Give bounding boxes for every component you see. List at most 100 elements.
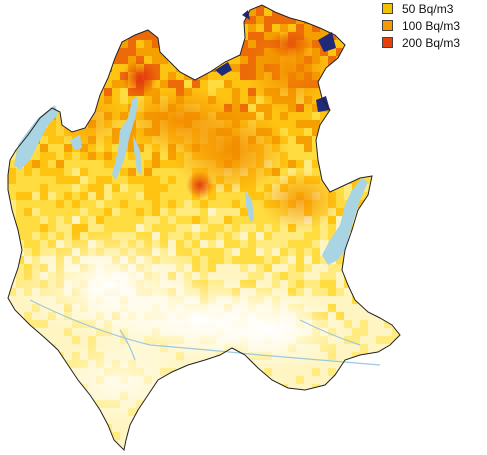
- radon-cell: [264, 16, 272, 24]
- radon-cell: [368, 16, 376, 24]
- radon-cell: [368, 248, 376, 256]
- radon-cell: [368, 72, 376, 80]
- radon-cell: [64, 208, 72, 216]
- radon-cell: [112, 224, 120, 232]
- radon-cell: [200, 80, 208, 88]
- radon-cell: [48, 424, 56, 432]
- radon-cell: [336, 440, 344, 448]
- radon-cell: [0, 392, 8, 400]
- radon-cell: [128, 208, 136, 216]
- radon-cell: [392, 56, 400, 64]
- radon-cell: [64, 40, 72, 48]
- radon-cell: [80, 5, 88, 8]
- radon-cell: [32, 168, 40, 176]
- radon-cell: [224, 272, 232, 280]
- radon-cell: [360, 88, 368, 96]
- radon-cell: [264, 400, 272, 408]
- radon-cell: [144, 5, 152, 8]
- radon-cell: [32, 8, 40, 16]
- radon-cell: [32, 384, 40, 392]
- radon-cell: [264, 368, 272, 376]
- radon-cell: [200, 440, 208, 448]
- radon-cell: [256, 208, 264, 216]
- radon-cell: [88, 24, 96, 32]
- radon-cell: [280, 448, 288, 450]
- radon-cell: [160, 80, 168, 88]
- radon-cell: [88, 408, 96, 416]
- radon-cell: [344, 64, 352, 72]
- radon-cell: [328, 48, 336, 56]
- radon-cell: [312, 408, 320, 416]
- radon-cell: [256, 376, 264, 384]
- radon-cell: [344, 360, 352, 368]
- radon-cell: [40, 8, 48, 16]
- radon-cell: [352, 24, 360, 32]
- radon-cell: [208, 448, 216, 450]
- radon-cell: [0, 440, 8, 448]
- radon-cell: [120, 192, 128, 200]
- radon-cell: [288, 240, 296, 248]
- radon-cell: [24, 432, 32, 440]
- radon-cell: [72, 440, 80, 448]
- radon-cell: [16, 320, 24, 328]
- radon-cell: [360, 24, 368, 32]
- radon-cell: [104, 192, 112, 200]
- radon-cell: [296, 256, 304, 264]
- radon-cell: [72, 400, 80, 408]
- radon-cell: [200, 32, 208, 40]
- radon-cell: [304, 8, 312, 16]
- radon-cell: [16, 336, 24, 344]
- radon-cell: [64, 184, 72, 192]
- radon-cell: [0, 96, 8, 104]
- radon-cell: [312, 112, 320, 120]
- radon-cell: [256, 240, 264, 248]
- radon-cell: [88, 32, 96, 40]
- radon-cell: [88, 104, 96, 112]
- radon-cell: [168, 400, 176, 408]
- radon-cell: [8, 192, 16, 200]
- radon-cell: [392, 136, 400, 144]
- radon-cell: [160, 392, 168, 400]
- radon-cell: [328, 112, 336, 120]
- radon-cell: [384, 296, 392, 304]
- radon-cell: [384, 136, 392, 144]
- radon-cell: [240, 192, 248, 200]
- radon-cell: [376, 432, 384, 440]
- radon-cell: [0, 376, 8, 384]
- radon-cell: [48, 48, 56, 56]
- radon-cell: [120, 176, 128, 184]
- radon-cell: [40, 64, 48, 72]
- radon-cell: [352, 360, 360, 368]
- radon-cell: [280, 5, 288, 8]
- radon-cell: [280, 168, 288, 176]
- radon-cell: [384, 120, 392, 128]
- radon-cell: [288, 424, 296, 432]
- radon-cell: [360, 336, 368, 344]
- radon-cell: [200, 8, 208, 16]
- radon-cell: [32, 184, 40, 192]
- radon-cell: [120, 432, 128, 440]
- radon-cell: [56, 168, 64, 176]
- radon-cell: [248, 240, 256, 248]
- radon-cell: [256, 424, 264, 432]
- radon-cell: [216, 240, 224, 248]
- radon-cell: [384, 96, 392, 104]
- radon-cell: [192, 240, 200, 248]
- radon-cell: [352, 144, 360, 152]
- radon-cell: [16, 448, 24, 450]
- radon-cell: [264, 224, 272, 232]
- radon-cell: [272, 240, 280, 248]
- radon-cell: [16, 416, 24, 424]
- radon-cell: [360, 104, 368, 112]
- radon-cell: [64, 24, 72, 32]
- radon-cell: [240, 432, 248, 440]
- radon-cell: [48, 336, 56, 344]
- radon-cell: [152, 448, 160, 450]
- radon-cell: [296, 232, 304, 240]
- radon-cell: [16, 80, 24, 88]
- radon-cell: [80, 16, 88, 24]
- radon-cell: [320, 408, 328, 416]
- radon-cell: [24, 48, 32, 56]
- radon-cell: [344, 296, 352, 304]
- radon-cell: [344, 16, 352, 24]
